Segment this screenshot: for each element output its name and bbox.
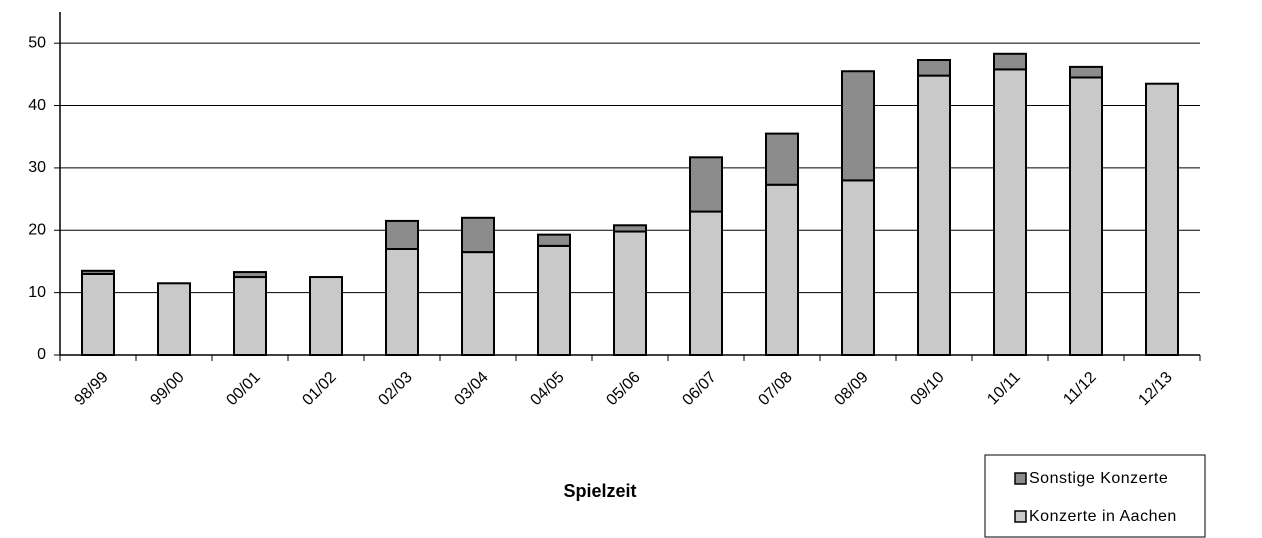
bar-segment bbox=[765, 132, 799, 186]
bar-segment bbox=[1145, 82, 1179, 357]
x-tick-label: 09/10 bbox=[907, 369, 947, 409]
bar-segment bbox=[689, 156, 723, 213]
x-axis-label: Spielzeit bbox=[563, 481, 636, 501]
bar-segment bbox=[309, 276, 343, 356]
y-tick-label: 20 bbox=[28, 221, 46, 238]
x-tick-label: 05/06 bbox=[603, 369, 643, 409]
bar-segment bbox=[81, 272, 115, 356]
bar-segment bbox=[613, 230, 647, 357]
bar-segment bbox=[461, 216, 495, 254]
bar-segment bbox=[841, 70, 875, 182]
bar-segment bbox=[689, 210, 723, 356]
bar-segment bbox=[765, 183, 799, 356]
bar-segment bbox=[1069, 65, 1103, 79]
bar-segment bbox=[233, 271, 267, 279]
x-tick-label: 12/13 bbox=[1135, 369, 1175, 409]
x-tick-label: 08/09 bbox=[831, 369, 871, 409]
bar-segment bbox=[1069, 76, 1103, 357]
legend-label: Sonstige Konzerte bbox=[1029, 470, 1168, 487]
bar-segment bbox=[385, 219, 419, 250]
x-tick-label: 11/12 bbox=[1060, 369, 1100, 409]
bar-segment bbox=[993, 68, 1027, 356]
bar-segment bbox=[157, 282, 191, 357]
x-tick-label: 03/04 bbox=[451, 369, 491, 409]
legend-box bbox=[984, 454, 1206, 538]
legend-label: Konzerte in Aachen bbox=[1029, 508, 1177, 525]
y-tick-label: 50 bbox=[28, 34, 46, 51]
x-tick-label: 10/11 bbox=[984, 369, 1024, 409]
y-tick-label: 10 bbox=[28, 284, 46, 301]
x-tick-label: 02/03 bbox=[375, 369, 415, 409]
bar-segment bbox=[461, 251, 495, 357]
bar-segment bbox=[81, 269, 115, 275]
bar-segment bbox=[613, 224, 647, 233]
bar-segment bbox=[233, 276, 267, 356]
bar-segment bbox=[385, 247, 419, 356]
bar-segment bbox=[993, 52, 1027, 71]
x-tick-label: 07/08 bbox=[755, 369, 795, 409]
x-tick-label: 98/99 bbox=[71, 369, 111, 409]
legend-swatch bbox=[1014, 510, 1027, 523]
bar-segment bbox=[537, 244, 571, 356]
x-tick-label: 01/02 bbox=[299, 369, 339, 409]
y-tick-label: 30 bbox=[28, 159, 46, 176]
bar-segment bbox=[537, 233, 571, 247]
bar-segment bbox=[841, 179, 875, 356]
x-tick-label: 99/00 bbox=[147, 369, 187, 409]
legend-swatch bbox=[1014, 472, 1027, 485]
y-tick-label: 40 bbox=[28, 97, 46, 114]
x-tick-label: 00/01 bbox=[223, 369, 263, 409]
bar-segment bbox=[917, 59, 951, 77]
x-tick-label: 04/05 bbox=[527, 369, 567, 409]
y-tick-label: 0 bbox=[37, 346, 46, 363]
bar-segment bbox=[917, 74, 951, 357]
x-tick-label: 06/07 bbox=[679, 369, 719, 409]
